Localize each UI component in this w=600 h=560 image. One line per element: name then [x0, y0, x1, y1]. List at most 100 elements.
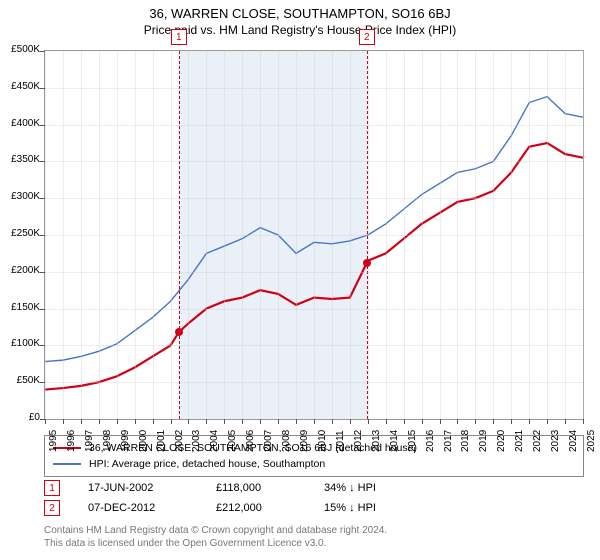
xtick: [565, 419, 566, 424]
xtick-label: 2025: [586, 430, 597, 452]
gridline-v: [117, 51, 118, 419]
gridline-v: [440, 51, 441, 419]
gridline-v: [368, 51, 369, 419]
xtick: [45, 419, 46, 424]
gridline-v: [422, 51, 423, 419]
xtick-label: 1997: [84, 430, 95, 452]
xtick: [260, 419, 261, 424]
gridline-v: [188, 51, 189, 419]
xtick-label: 2023: [550, 430, 561, 452]
ytick-label: £350K: [0, 154, 40, 165]
legend-swatch-hpi: [53, 463, 81, 464]
xtick: [171, 419, 172, 424]
ytick-label: £100K: [0, 338, 40, 349]
transaction-marker-1: 1: [44, 480, 60, 496]
gridline-v: [278, 51, 279, 419]
gridline-v: [206, 51, 207, 419]
gridline-v: [493, 51, 494, 419]
xtick: [493, 419, 494, 424]
xtick-label: 2002: [174, 430, 185, 452]
transaction-price-2: £212,000: [216, 502, 296, 514]
transaction-price-1: £118,000: [216, 482, 296, 494]
gridline-v: [475, 51, 476, 419]
transaction-delta-1: 34% ↓ HPI: [324, 482, 376, 494]
xtick: [475, 419, 476, 424]
xtick-label: 2022: [532, 430, 543, 452]
legend-row-hpi: HPI: Average price, detached house, Sout…: [53, 456, 575, 472]
xtick-label: 2017: [443, 430, 454, 452]
gridline-v: [404, 51, 405, 419]
xtick-label: 2024: [568, 430, 579, 452]
sale-point-2: [363, 259, 371, 267]
xtick: [422, 419, 423, 424]
xtick: [457, 419, 458, 424]
xtick-label: 1999: [120, 430, 131, 452]
xtick: [511, 419, 512, 424]
ytick-label: £450K: [0, 81, 40, 92]
xtick: [117, 419, 118, 424]
xtick-label: 2020: [496, 430, 507, 452]
gridline-v: [260, 51, 261, 419]
xtick-label: 2001: [156, 430, 167, 452]
xtick-label: 2003: [191, 430, 202, 452]
xtick-label: 2009: [299, 430, 310, 452]
xtick: [350, 419, 351, 424]
xtick: [206, 419, 207, 424]
licence-line-1: Contains HM Land Registry data © Crown c…: [44, 524, 387, 537]
xtick-label: 2019: [478, 430, 489, 452]
ytick-label: £50K: [0, 375, 40, 386]
gridline-v: [511, 51, 512, 419]
transaction-marker-2: 2: [44, 500, 60, 516]
gridline-v: [350, 51, 351, 419]
xtick: [296, 419, 297, 424]
gridline-v: [63, 51, 64, 419]
transaction-delta-2: 15% ↓ HPI: [324, 502, 376, 514]
xtick-label: 2021: [514, 430, 525, 452]
xtick: [278, 419, 279, 424]
xtick: [153, 419, 154, 424]
xtick-label: 2005: [227, 430, 238, 452]
xtick: [63, 419, 64, 424]
xtick: [242, 419, 243, 424]
xtick-label: 2012: [353, 430, 364, 452]
xtick: [404, 419, 405, 424]
xtick: [314, 419, 315, 424]
xtick-label: 2010: [317, 430, 328, 452]
ytick-label: £200K: [0, 265, 40, 276]
licence-text: Contains HM Land Registry data © Crown c…: [44, 524, 387, 550]
gridline-v: [45, 51, 46, 419]
xtick-label: 2004: [209, 430, 220, 452]
ytick-label: £500K: [0, 44, 40, 55]
marker-label-1: 1: [171, 29, 187, 45]
xtick-label: 2016: [425, 430, 436, 452]
gridline-v: [386, 51, 387, 419]
xtick-label: 2011: [335, 430, 346, 452]
transaction-table: 1 17-JUN-2002 £118,000 34% ↓ HPI 2 07-DE…: [44, 478, 584, 518]
xtick: [547, 419, 548, 424]
chart-subtitle: Price paid vs. HM Land Registry's House …: [0, 21, 600, 37]
xtick-label: 2006: [245, 430, 256, 452]
xtick-label: 1996: [66, 430, 77, 452]
xtick-label: 2007: [263, 430, 274, 452]
ytick-label: £400K: [0, 118, 40, 129]
gridline-v: [135, 51, 136, 419]
transaction-date-1: 17-JUN-2002: [88, 482, 188, 494]
transaction-row-2: 2 07-DEC-2012 £212,000 15% ↓ HPI: [44, 498, 584, 518]
gridline-v: [81, 51, 82, 419]
xtick: [386, 419, 387, 424]
gridline-v: [224, 51, 225, 419]
xtick-label: 1998: [102, 430, 113, 452]
gridline-v: [296, 51, 297, 419]
gridline-v: [565, 51, 566, 419]
xtick: [81, 419, 82, 424]
xtick: [135, 419, 136, 424]
gridline-v: [547, 51, 548, 419]
gridline-v: [242, 51, 243, 419]
xtick: [440, 419, 441, 424]
xtick-label: 2013: [371, 430, 382, 452]
gridline-v: [314, 51, 315, 419]
marker-label-2: 2: [359, 29, 375, 45]
sale-point-1: [175, 328, 183, 336]
transaction-row-1: 1 17-JUN-2002 £118,000 34% ↓ HPI: [44, 478, 584, 498]
xtick-label: 2008: [281, 430, 292, 452]
